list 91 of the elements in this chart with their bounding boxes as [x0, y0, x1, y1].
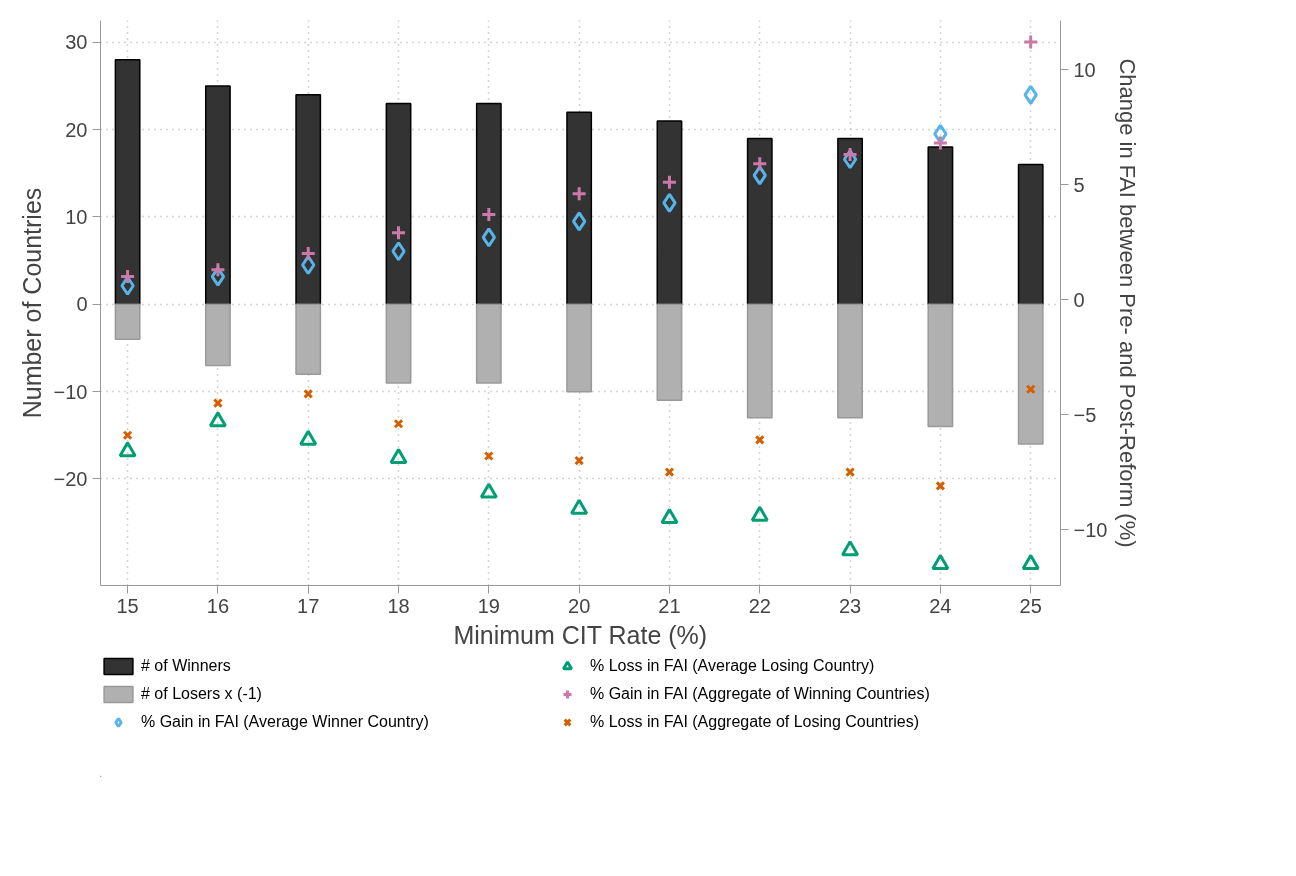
bar — [566, 111, 593, 306]
bar — [385, 303, 412, 384]
point — [845, 467, 856, 478]
y-tick-label: 20 — [65, 118, 88, 141]
bar — [927, 146, 954, 306]
y2-tick-label: −10 — [1073, 518, 1108, 541]
x-tick-label: 25 — [1019, 594, 1042, 617]
x-tick-label: 19 — [477, 594, 500, 617]
bar — [1017, 163, 1044, 306]
point — [480, 206, 497, 223]
point — [300, 245, 317, 262]
y2-tick-label: −5 — [1073, 403, 1097, 426]
point — [479, 482, 498, 499]
y-tick-label: 0 — [76, 293, 88, 316]
point — [481, 227, 496, 248]
y2-tick-label: 5 — [1073, 173, 1085, 196]
y-tick-label: −10 — [53, 380, 88, 403]
y-tick-label: 10 — [65, 205, 88, 228]
y2-tick-label: 10 — [1073, 58, 1096, 81]
point — [118, 441, 137, 458]
point — [208, 411, 227, 428]
legend-label: % Gain in FAI (Aggregate of Winning Countries) — [590, 685, 931, 703]
bar — [837, 137, 864, 306]
point — [119, 268, 136, 285]
point — [483, 450, 494, 462]
bar — [204, 303, 231, 367]
bar — [927, 303, 954, 428]
y2-tick-label: 0 — [1073, 288, 1085, 311]
legend-label: % Loss in FAI (Average Losing Country) — [590, 657, 876, 675]
point — [1022, 33, 1039, 50]
bar — [566, 303, 593, 393]
bar — [204, 85, 231, 306]
point — [122, 430, 133, 441]
point — [393, 418, 404, 429]
bar — [295, 93, 322, 306]
point — [1025, 384, 1036, 395]
point — [1023, 84, 1038, 105]
bar — [475, 303, 502, 384]
y2-axis-title: Change in FAI between Pre- and Post-Reform (%) — [1115, 58, 1141, 548]
point — [661, 174, 678, 191]
point — [662, 192, 677, 213]
point — [754, 434, 765, 445]
x-tick-label: 18 — [387, 594, 410, 617]
point — [664, 467, 675, 478]
point — [570, 498, 589, 515]
point — [932, 135, 949, 152]
bar — [746, 303, 773, 419]
x-tick-label: 24 — [929, 594, 952, 617]
point — [574, 455, 585, 466]
point — [209, 261, 226, 278]
point — [212, 398, 223, 409]
bar — [656, 303, 683, 402]
x-tick-label: 23 — [838, 594, 862, 617]
point — [391, 241, 406, 262]
bar — [114, 59, 141, 306]
point — [931, 553, 950, 570]
x-axis-title: Minimum CIT Rate (%) — [453, 620, 708, 649]
legend-label: # of Losers x (-1) — [141, 685, 263, 703]
point — [571, 185, 588, 202]
point — [750, 505, 769, 522]
point — [660, 507, 679, 524]
x-tick-label: 20 — [568, 594, 591, 617]
y-axis-title: Number of Countries — [17, 187, 46, 419]
point — [299, 429, 318, 446]
legend-label: % Gain in FAI (Average Winner Country) — [141, 713, 430, 731]
x-tick-label: 15 — [116, 594, 139, 617]
bar — [746, 137, 773, 306]
legend-label: # of Winners — [141, 657, 232, 675]
bar — [656, 120, 683, 306]
y-tick-label: −20 — [53, 467, 88, 490]
point — [842, 146, 859, 163]
x-tick-label: 16 — [206, 594, 230, 617]
bar — [295, 303, 322, 375]
x-tick-label: 17 — [297, 594, 320, 617]
y-tick-label: 30 — [65, 31, 88, 54]
point — [390, 224, 407, 241]
point — [935, 480, 946, 491]
x-tick-label: 21 — [658, 594, 681, 617]
point — [571, 211, 587, 232]
legend-label: % Loss in FAI (Aggregate of Losing Countries) — [590, 713, 921, 731]
point — [1021, 553, 1040, 570]
bar — [837, 303, 864, 419]
x-tick-label: 22 — [748, 594, 771, 617]
bar — [1017, 303, 1044, 445]
bar — [475, 102, 502, 306]
point — [303, 388, 314, 399]
bar — [385, 102, 412, 306]
bar — [114, 303, 141, 340]
point — [751, 155, 768, 172]
point — [389, 448, 408, 465]
point — [841, 540, 860, 557]
